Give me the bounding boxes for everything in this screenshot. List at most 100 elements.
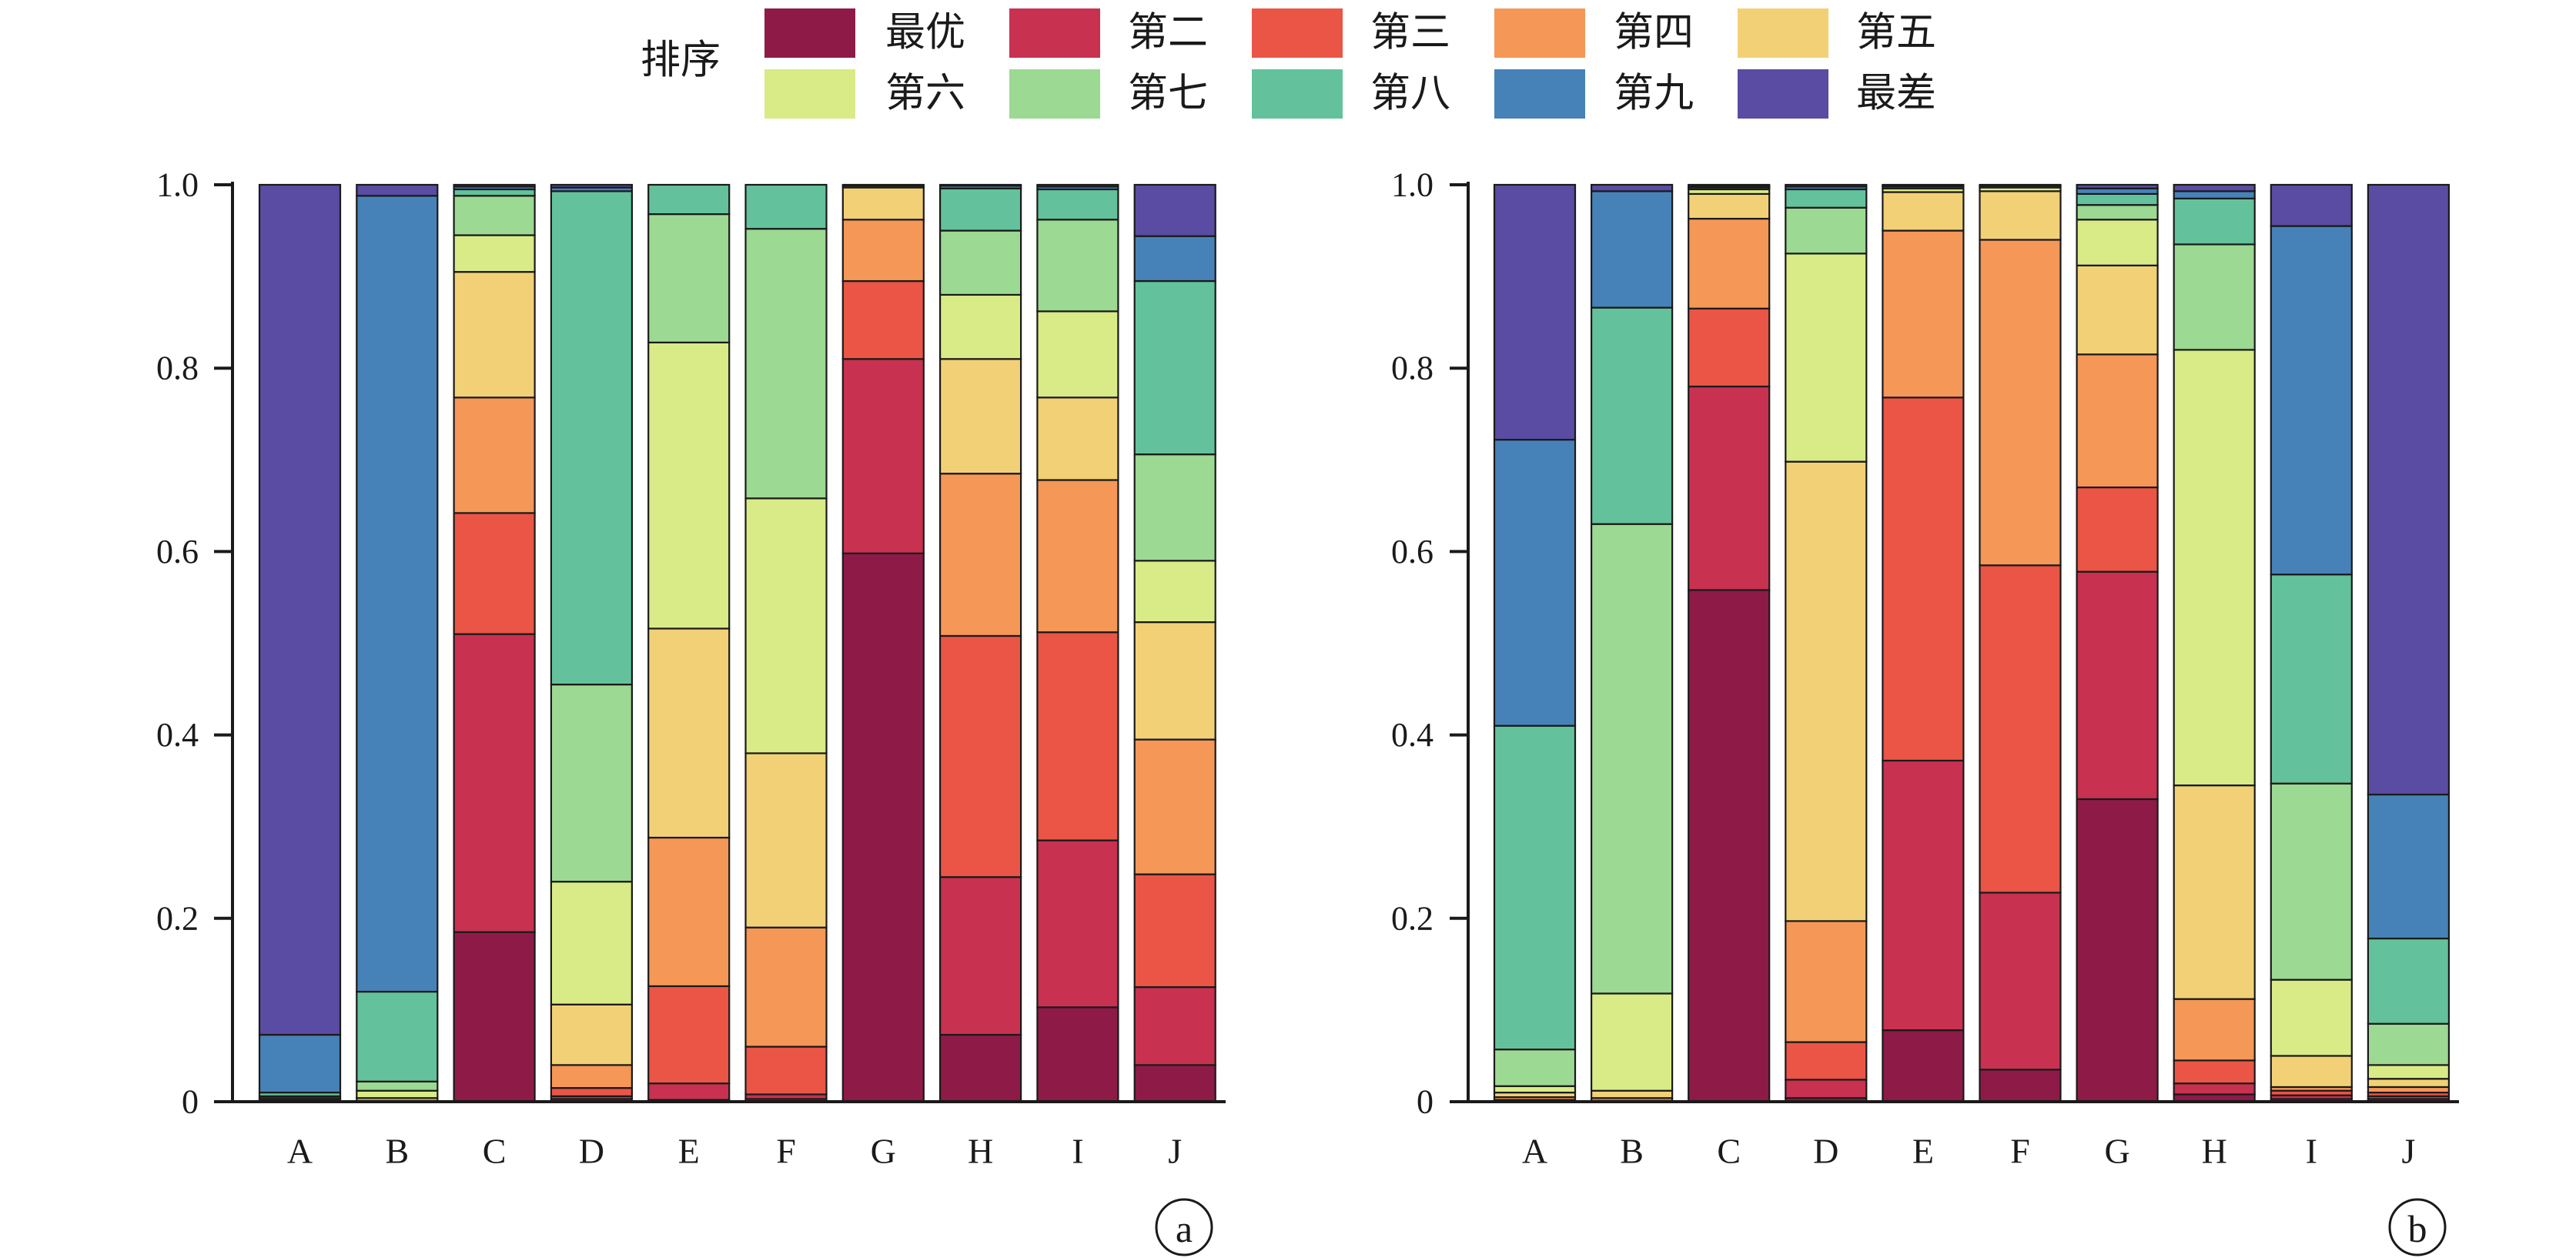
bar-segment-a-C-second [453, 633, 536, 933]
bar-segment-a-G-seventh [841, 183, 925, 187]
bar-segment-b-G-second [2076, 570, 2159, 801]
panel-b-x-tick-label: E [1912, 1132, 1934, 1171]
bar-segment-a-D-fourth [550, 1064, 634, 1089]
bar-segment-b-D-sixth [1785, 253, 1868, 463]
bar-segment-a-H-fifth [938, 358, 1022, 475]
legend-item-second: 第二 [1009, 8, 1208, 58]
legend-swatch-fifth [1738, 8, 1828, 58]
panel-b-bar-D [1785, 183, 1868, 1103]
panel-a-y-tick-label: 1.0 [156, 166, 199, 204]
legend-swatch-best [764, 8, 855, 58]
bar-segment-b-G-eighth [2076, 192, 2159, 206]
bar-segment-b-B-fifth [1591, 1089, 1674, 1099]
bar-segment-a-J-third [1133, 873, 1216, 989]
panel-a-bar-C [453, 183, 536, 1103]
legend-item-ninth: 第九 [1494, 69, 1694, 119]
bar-segment-a-C-eighth [453, 188, 536, 197]
bar-segment-b-E-second [1882, 759, 1965, 1032]
panel-a-bar-E [647, 183, 731, 1103]
bar-segment-a-E-fourth [647, 836, 731, 988]
bar-segment-b-J-eighth [2367, 937, 2450, 1025]
panel-b-bar-F [1979, 183, 2062, 1103]
bar-segment-a-F-eighth [744, 183, 828, 230]
bar-segment-b-G-seventh [2076, 204, 2159, 221]
panel-label-text: a [1176, 1207, 1193, 1250]
panel-b-bar-E [1882, 183, 1965, 1103]
bar-segment-b-J-sixth [2367, 1064, 2450, 1080]
legend-label-seventh: 第七 [1128, 72, 1208, 116]
bar-segment-b-B-ninth [1591, 190, 1674, 309]
bar-segment-a-C-fourth [453, 396, 536, 514]
bar-segment-a-B-ninth [356, 195, 439, 993]
bar-segment-b-I-fifth [2270, 1055, 2353, 1089]
bar-segment-b-I-ninth [2270, 225, 2353, 576]
panel-b-x-tick-label: B [1620, 1132, 1644, 1171]
legend-label-ninth: 第九 [1614, 72, 1694, 116]
legend-swatch-fourth [1494, 8, 1585, 58]
panel-a-bar-A [258, 183, 342, 1103]
legend-label-sixth: 第六 [885, 72, 965, 116]
bar-segment-a-F-fourth [744, 926, 828, 1048]
panel-b-x-tick-label: F [2010, 1132, 2030, 1171]
panel-a-x-tick-label: B [385, 1132, 409, 1171]
bar-segment-a-F-sixth [744, 497, 828, 754]
bar-segment-b-C-best [1688, 589, 1771, 1103]
panel-b-x-tick-label: A [1522, 1132, 1547, 1171]
bar-segment-b-G-sixth [2076, 219, 2159, 266]
bar-segment-b-B-eighth [1591, 306, 1674, 525]
panel-a-bar-F [744, 183, 828, 1103]
bar-segment-a-F-fifth [744, 752, 828, 928]
panel-a-bar-G [841, 183, 925, 1103]
bar-segment-b-J-worst [2367, 183, 2450, 796]
bar-segment-b-E-best [1882, 1029, 1965, 1103]
bar-segment-a-H-best [938, 1033, 1022, 1103]
bar-segment-a-I-eighth [1036, 188, 1119, 221]
bar-segment-a-B-eighth [356, 990, 439, 1082]
bar-segment-b-F-best [1979, 1069, 2062, 1103]
bar-segment-b-F-eighth [1979, 183, 2062, 187]
bar-segment-b-B-sixth [1591, 992, 1674, 1092]
bar-segment-a-J-ninth [1133, 235, 1216, 283]
bar-segment-a-C-seventh [453, 195, 536, 236]
bar-segment-b-F-third [1979, 564, 2062, 894]
bar-segment-a-J-best [1133, 1064, 1216, 1103]
panel-label-circle [1155, 1198, 1213, 1256]
bar-segment-b-G-best [2076, 798, 2159, 1103]
legend-label-fifth: 第五 [1856, 12, 1936, 55]
panel-b-y-tick-label: 0.4 [1391, 716, 1434, 754]
bar-segment-a-D-seventh [550, 683, 634, 883]
bar-segment-a-E-seventh [647, 213, 731, 343]
bar-segment-a-G-best [841, 552, 925, 1103]
bar-segment-b-H-fifth [2173, 785, 2256, 1000]
bar-segment-b-D-fourth [1785, 920, 1868, 1043]
panel-b-y-tick-label: 0 [1417, 1083, 1434, 1121]
panel-b-bar-C [1688, 183, 1771, 1103]
panel-b-x-tick-label: J [2401, 1132, 2415, 1171]
panel-b-bar-H [2173, 183, 2256, 1103]
bar-segment-b-G-worst [2076, 183, 2159, 189]
legend-item-fifth: 第五 [1738, 8, 1936, 58]
bar-segment-a-J-fifth [1133, 621, 1216, 741]
bar-segment-a-G-third [841, 279, 925, 360]
panel-a-x-tick-label: A [287, 1132, 313, 1171]
panel-label-text: b [2408, 1207, 2427, 1250]
legend-label-eighth: 第八 [1370, 72, 1450, 116]
panel-a-bar-B [356, 183, 439, 1103]
bar-segment-b-E-ninth [1882, 183, 1965, 187]
bar-segment-a-J-sixth [1133, 560, 1216, 624]
bar-segment-b-J-ninth [2367, 793, 2450, 940]
panel-b-bar-A [1493, 183, 1577, 1103]
bar-segment-b-I-sixth [2270, 979, 2353, 1057]
bar-segment-b-H-third [2173, 1059, 2256, 1085]
legend-swatch-second [1009, 8, 1100, 58]
bar-segment-b-H-ninth [2173, 190, 2256, 199]
bar-segment-a-I-second [1036, 839, 1119, 1009]
bar-segment-b-C-second [1688, 385, 1771, 591]
bar-segment-a-E-fifth [647, 627, 731, 839]
bar-segment-b-B-worst [1591, 183, 1674, 192]
legend-swatch-ninth [1494, 69, 1585, 119]
bar-segment-b-E-fourth [1882, 229, 1965, 399]
